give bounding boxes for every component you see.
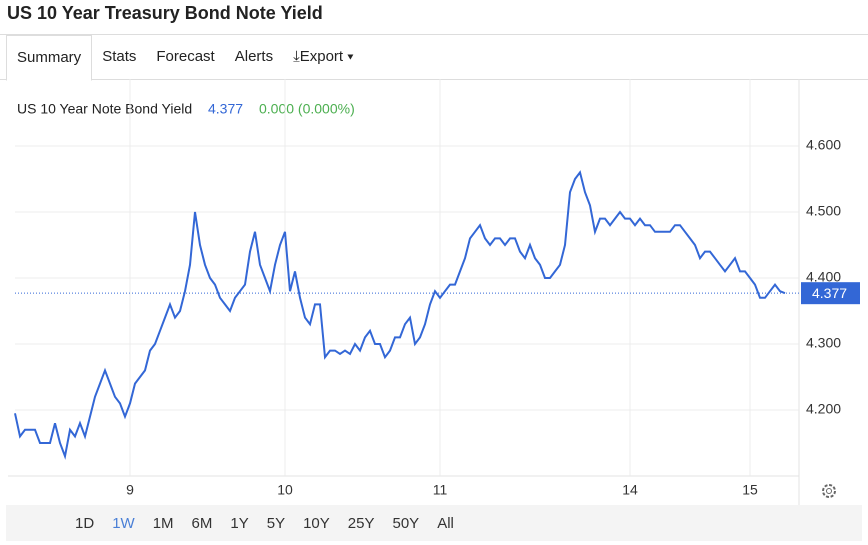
tab[interactable]: Forecast [156,48,215,65]
range-button[interactable]: 25Y [347,514,375,532]
tab-bar: Summary Stats Forecast Alerts ⤓Export ▾ [0,34,868,81]
y-tick-label: 4.200 [806,401,841,417]
chart: US 10 Year Note Bond Yield 4.377 0.000 (… [8,79,860,505]
range-button[interactable]: 1D [75,514,95,532]
last-value-label: 4.377 [812,285,847,301]
page-title: US 10 Year Treasury Bond Note Yield [7,3,323,23]
x-tick-label: 11 [433,482,448,498]
download-icon: ⤓ [293,48,300,65]
last-value-tag [801,282,860,305]
tab[interactable]: Alerts [234,48,274,65]
range-button[interactable]: 1Y [230,514,249,532]
tab[interactable]: Stats [102,48,137,65]
quote-change: 0.000 (0.000%) [259,101,355,117]
quote-name: US 10 Year Note Bond Yield [17,101,192,117]
yield-line [14,170,786,460]
x-tick-label: 14 [622,482,638,498]
range-button[interactable]: 5Y [266,514,286,532]
tab[interactable]: ⤓Export ▾ [293,48,354,65]
quote-price: 4.377 [208,101,243,117]
range-bar: 1D 1W 1M 6M 1Y 5Y 10Y 25Y 50Y All [6,505,862,541]
x-tick-label: 9 [126,482,134,498]
range-button[interactable]: 1M [152,514,174,532]
y-tick-label: 4.300 [806,335,841,351]
settings-icon[interactable] [822,484,836,498]
x-tick-label: 10 [277,482,293,498]
y-tick-label: 4.400 [806,269,841,285]
range-button[interactable]: 6M [191,514,213,532]
gear-hub [826,488,832,494]
tab[interactable]: Summary [6,35,93,81]
x-tick-label: 15 [742,482,758,498]
gear [822,484,836,498]
range-button[interactable]: 10Y [303,514,330,532]
range-button[interactable]: All [437,514,454,532]
range-button[interactable]: 1W [112,514,135,532]
tab-label: Export [299,48,344,65]
y-tick-label: 4.600 [806,137,841,153]
range-button[interactable]: 50Y [392,514,420,532]
y-tick-label: 4.500 [806,203,841,219]
